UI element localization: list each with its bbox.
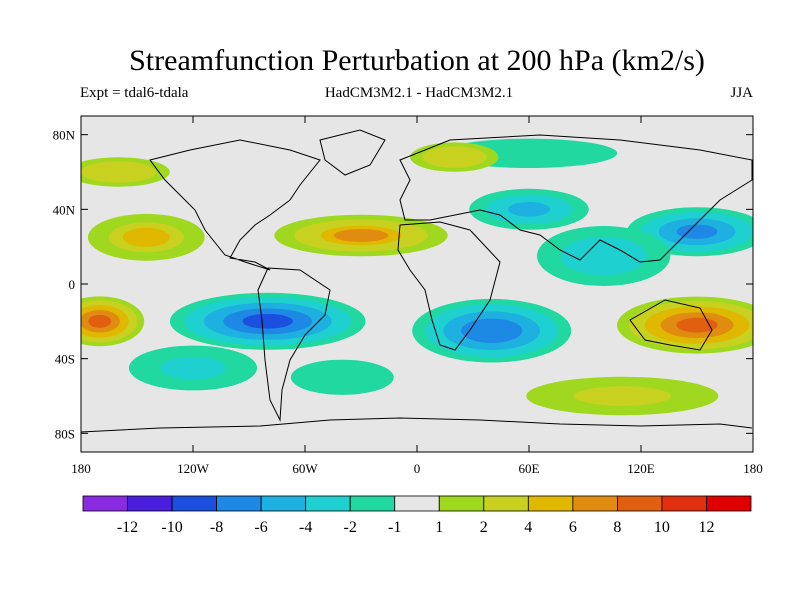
antarctica-coast <box>81 417 753 433</box>
colorbar-label: -2 <box>344 519 357 536</box>
contour-12 <box>573 386 671 406</box>
x-tick-label: 120W <box>177 461 210 476</box>
colorbar-swatch <box>661 495 707 512</box>
contour-13 <box>81 161 156 183</box>
colorbar-swatch <box>483 495 529 512</box>
eurasia-coast <box>399 134 753 263</box>
y-tick-label: 40N <box>53 202 76 217</box>
contour-2 <box>676 224 718 239</box>
y-tick-label: 40S <box>55 352 75 367</box>
contour-11 <box>122 227 170 247</box>
colorbar-label: 10 <box>654 519 670 536</box>
colorbar-swatch <box>706 495 752 512</box>
colorbar-swatch <box>216 495 262 512</box>
colorbar-swatch <box>349 495 396 512</box>
experiment-label: Expt = tdal6-tdala <box>80 85 189 101</box>
north-america-coast <box>149 139 321 271</box>
colorbar-swatch <box>127 495 173 512</box>
colorbar-swatch <box>527 495 574 512</box>
africa-coast <box>397 221 501 351</box>
contour-1 <box>470 322 514 340</box>
colorbar-swatch <box>305 495 351 512</box>
x-tick-label: 120E <box>627 461 655 476</box>
coastlines <box>81 129 753 433</box>
colorbar-label: -4 <box>299 519 312 536</box>
contour-3 <box>508 202 550 217</box>
y-tick-label: 80S <box>55 426 75 441</box>
colorbar-swatch <box>438 495 485 512</box>
x-tick-label: 60W <box>292 461 318 476</box>
contour-14 <box>422 146 487 168</box>
contour-8 <box>88 314 112 328</box>
colorbar-label: 2 <box>480 519 488 536</box>
x-tick-label: 180 <box>743 461 763 476</box>
colorbar-label: 12 <box>699 519 715 536</box>
contour-6 <box>304 364 380 391</box>
colorbar-swatch <box>260 495 307 512</box>
australia-coast <box>629 299 713 351</box>
colorbar-label: -10 <box>161 519 182 536</box>
contour-5 <box>160 356 226 380</box>
colorbar-swatch <box>617 495 663 512</box>
map-field <box>81 116 753 452</box>
colorbar-label: 6 <box>569 519 577 536</box>
south-america-coast <box>257 267 331 422</box>
colorbar-label: -8 <box>210 519 223 536</box>
colorbar-label: 8 <box>613 519 621 536</box>
model-label: HadCM3M2.1 - HadCM3M2.1 <box>324 85 514 101</box>
x-tick-label: 0 <box>414 461 421 476</box>
y-tick-label: 80N <box>53 128 76 143</box>
contour-10 <box>333 229 389 242</box>
colorbar-swatch <box>394 495 440 512</box>
x-tick-label: 180 <box>71 461 91 476</box>
contour-4 <box>576 243 631 269</box>
colorbar-label: 4 <box>524 519 532 536</box>
colorbar-swatch <box>572 495 618 512</box>
season-label: JJA <box>730 85 753 101</box>
colorbar-label: 1 <box>435 519 443 536</box>
y-tick-label: 0 <box>69 277 76 292</box>
colorbar-label: -12 <box>117 519 138 536</box>
colorbar-label: -1 <box>388 519 401 536</box>
colorbar-label: -6 <box>254 519 267 536</box>
contour-0 <box>242 314 293 329</box>
colorbar-swatch <box>82 495 128 512</box>
greenland-coast <box>319 129 386 176</box>
map-title: Streamfunction Perturbation at 200 hPa (… <box>129 44 705 77</box>
x-tick-label: 60E <box>519 461 540 476</box>
colorbar-swatch <box>171 495 218 512</box>
